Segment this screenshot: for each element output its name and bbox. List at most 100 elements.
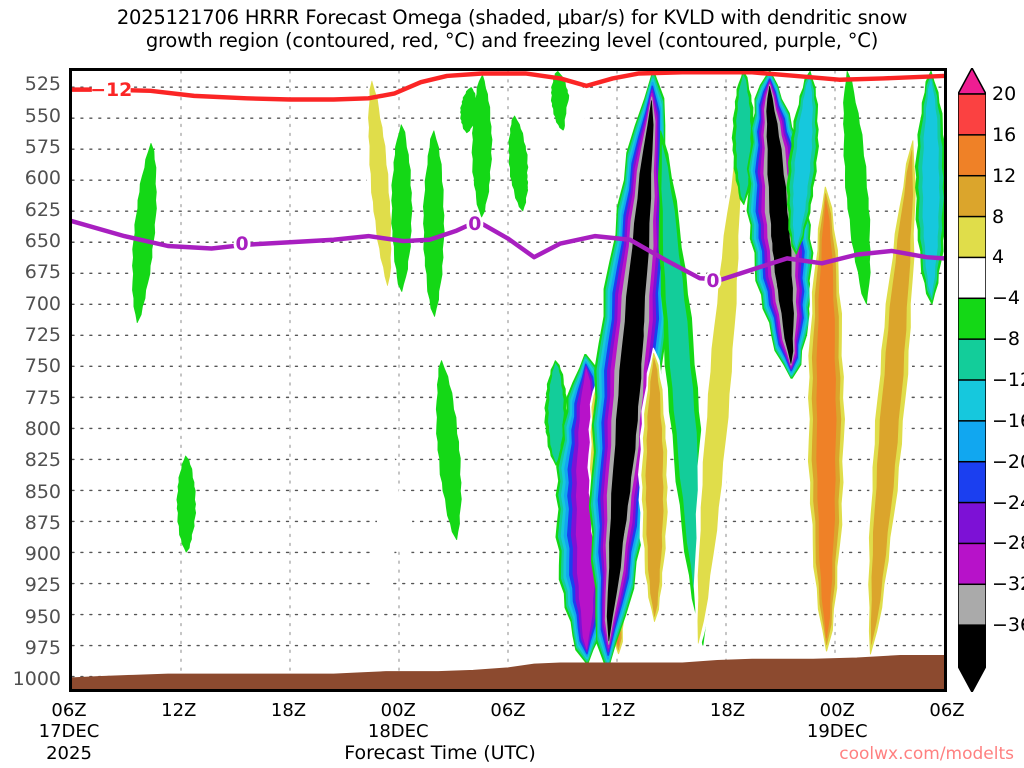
omega-contour-band (393, 487, 414, 565)
x-tick-year: 2025 (46, 743, 92, 764)
y-tick-label: 600 (24, 167, 61, 190)
omega-contour-band (550, 71, 571, 131)
colorbar-band (958, 93, 986, 137)
freezing-label: 0 (468, 214, 481, 235)
omega-plume (638, 347, 672, 627)
chart-title: 2025121706 HRRR Forecast Omega (shaded, … (0, 6, 1024, 52)
y-tick-label: 950 (24, 605, 61, 628)
omega-contour-band (132, 143, 157, 323)
y-tick-label: 700 (24, 292, 61, 315)
x-tick-group: 06Z (929, 700, 964, 721)
omega-plume (561, 71, 585, 205)
x-tick-group: 12Z (161, 700, 196, 721)
colorbar-band (958, 583, 986, 627)
x-tick-group: 18Z (271, 700, 306, 721)
omega-contour-band (792, 77, 813, 248)
omega-plume (804, 180, 849, 659)
omega-plume (176, 455, 197, 553)
x-tick-hour: 18Z (709, 700, 746, 721)
colorbar-tick-label: 20 (992, 83, 1017, 105)
omega-plume (550, 71, 571, 131)
x-tick-hour: 00Z (380, 700, 416, 721)
omega-contour-band (471, 74, 493, 218)
x-tick-hour: 12Z (161, 700, 197, 721)
omega-plume (435, 360, 462, 541)
omega-plume (508, 115, 529, 212)
y-tick-label: 850 (24, 480, 61, 503)
dendritic-label: −12 (90, 80, 132, 101)
colorbar-swatches (958, 68, 986, 692)
colorbar-tick-label: 8 (992, 205, 1005, 228)
omega-plume (544, 360, 568, 466)
omega-contour-band (645, 358, 664, 617)
y-tick-label: 575 (24, 135, 61, 158)
x-tick-date: 17DEC (38, 721, 100, 742)
colorbar-tick-label: −20 (992, 450, 1024, 473)
colorbar-band (958, 460, 986, 504)
dendritic-label-bg (91, 79, 131, 100)
colorbar-tick-label: 12 (992, 164, 1017, 187)
colorbar-band (958, 215, 986, 259)
omega-plume (409, 71, 430, 112)
y-tick-label: 625 (24, 198, 61, 221)
omega-contour-band (548, 363, 564, 463)
x-tick-group: 00Z 18DEC (368, 700, 429, 743)
y-tick-label: 550 (24, 104, 61, 127)
x-tick-group: 06Z (490, 700, 525, 721)
y-tick-label: 750 (24, 355, 61, 378)
omega-contour-band (391, 124, 413, 292)
colorbar-tick-label: −12 (992, 369, 1024, 391)
omega-contour-band (922, 79, 940, 296)
omega-contour-band (435, 360, 462, 541)
x-tick-date: 19DEC (806, 721, 868, 742)
colorbar-band (958, 338, 986, 382)
freezing-label: 0 (235, 234, 248, 255)
y-tick-label: 825 (24, 449, 61, 472)
y-tick-label: 775 (24, 386, 61, 409)
y-tick-label: 525 (24, 73, 61, 96)
freezing-label-bg (704, 270, 722, 291)
plot-area: −12 0 0 0 (69, 68, 947, 692)
y-tick-label: 725 (24, 323, 61, 346)
x-tick-group: 00Z 19DEC (807, 700, 868, 743)
omega-contour-band (368, 80, 392, 286)
y-tick-label: 900 (24, 543, 61, 566)
colorbar-band (958, 420, 986, 463)
colorbar-tick-label: −4 (992, 287, 1021, 310)
colorbar-tick-label: −28 (992, 532, 1024, 555)
omega-core-extreme (615, 250, 645, 563)
freezing-label: 0 (706, 271, 719, 292)
omega-plume (471, 74, 493, 218)
chart-title-line-2: growth region (contoured, red, °C) and f… (145, 29, 879, 52)
colorbar-band (958, 501, 986, 545)
omega-plume (373, 453, 399, 621)
omega-plume (422, 130, 445, 317)
omega-plume (914, 71, 944, 305)
y-tick-label: 650 (24, 229, 61, 252)
omega-cross-section: −12 0 0 0 (72, 71, 944, 689)
x-tick-hour: 06Z (51, 700, 87, 721)
freezing-level-contour-line (72, 218, 944, 282)
colorbar-tick-label: −24 (992, 491, 1024, 514)
omega-contour-band (373, 453, 399, 621)
colorbar-band (958, 542, 986, 586)
omega-plume (132, 143, 157, 323)
x-axis: 06Z 17DEC 2025 12Z 18Z 00Z 18DEC 06Z 12Z 18Z 00Z 19… (0, 692, 1024, 768)
omega-contour-band (409, 71, 430, 112)
x-tick-hour: 06Z (490, 700, 526, 721)
omega-plume (364, 74, 396, 292)
omega-contour-band (870, 150, 914, 645)
omega-plume (526, 134, 547, 205)
omega-contour-band (661, 144, 704, 632)
y-tick-label: 975 (24, 637, 61, 660)
omega-plume (657, 130, 707, 646)
colorbar-band (958, 256, 986, 300)
colorbar-tick-label: −32 (992, 573, 1024, 596)
terrain-fill (72, 655, 944, 689)
colorbar-tick-label: −8 (992, 328, 1021, 351)
colorbar: 20 16 12 8 4 −4 −8 −12 −16 −20 −24 −28 −32 −36 (958, 68, 1024, 692)
x-tick-hour: 06Z (929, 700, 965, 721)
freezing-label-bg (466, 213, 484, 234)
colorbar-band (958, 379, 986, 423)
colorbar-tick-label: −16 (992, 409, 1024, 432)
